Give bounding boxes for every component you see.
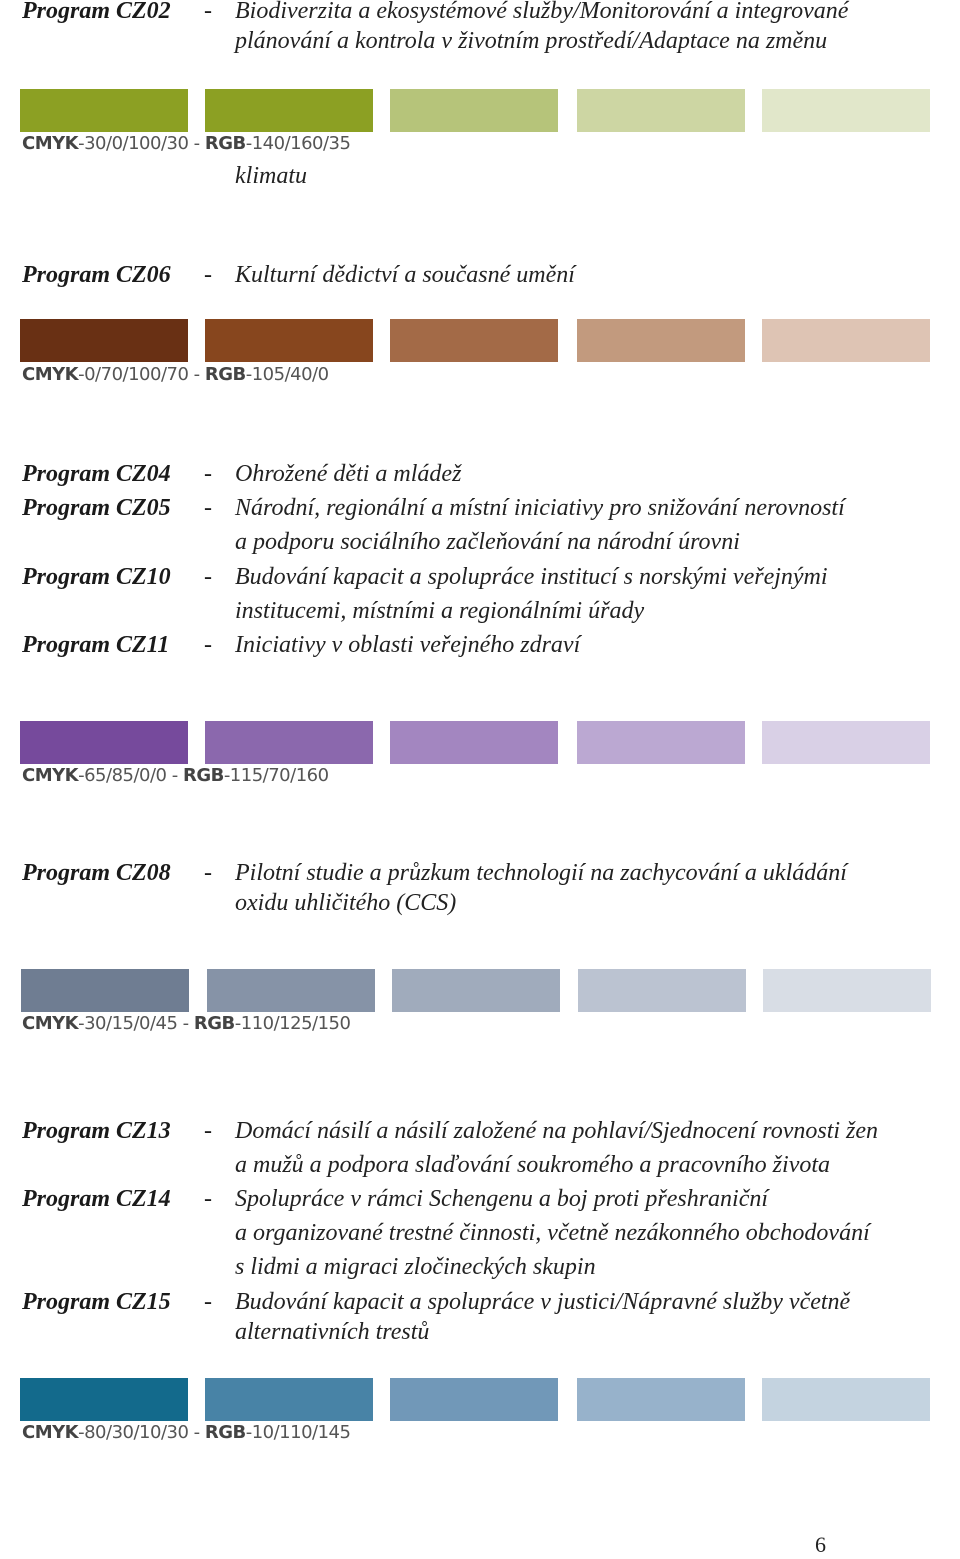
color-code-label: CMYK-30/15/0/45 - RGB-110/125/150 bbox=[22, 1013, 351, 1034]
program-dash: - bbox=[204, 0, 212, 24]
program-name: Program CZ06 bbox=[22, 262, 171, 288]
program-name: Program CZ13 bbox=[22, 1118, 171, 1144]
program-description: Pilotní studie a průzkum technologií na … bbox=[235, 860, 847, 916]
color-code-label: CMYK-80/30/10/30 - RGB-10/110/145 bbox=[22, 1422, 351, 1443]
color-swatch bbox=[390, 721, 558, 764]
color-swatch bbox=[577, 89, 745, 132]
program-name: Program CZ10 bbox=[22, 564, 171, 590]
program-name: Program CZ05 bbox=[22, 495, 171, 521]
color-code-label: CMYK-30/0/100/30 - RGB-140/160/35 bbox=[22, 133, 351, 154]
program-description-continuation: klimatu bbox=[235, 163, 307, 189]
color-swatch bbox=[20, 319, 188, 362]
color-swatch bbox=[762, 89, 930, 132]
color-swatch bbox=[762, 721, 930, 764]
color-swatch bbox=[390, 319, 558, 362]
program-description: Iniciativy v oblasti veřejného zdraví bbox=[235, 632, 581, 658]
program-description: Domácí násilí a násilí založené na pohla… bbox=[235, 1118, 879, 1178]
program-dash: - bbox=[204, 1289, 212, 1315]
program-description: Národní, regionální a místní iniciativy … bbox=[235, 495, 845, 555]
program-name: Program CZ02 bbox=[22, 0, 171, 24]
color-swatch bbox=[762, 1378, 930, 1421]
program-dash: - bbox=[204, 1118, 212, 1144]
color-swatch bbox=[390, 89, 558, 132]
program-description: Spolupráce v rámci Schengenu a boj proti… bbox=[235, 1186, 870, 1280]
program-description: Ohrožené děti a mládež bbox=[235, 461, 462, 487]
color-swatch bbox=[577, 319, 745, 362]
color-swatch bbox=[392, 969, 560, 1012]
color-swatch bbox=[763, 969, 931, 1012]
program-dash: - bbox=[204, 262, 212, 288]
program-name: Program CZ15 bbox=[22, 1289, 171, 1315]
color-code-label: CMYK-0/70/100/70 - RGB-105/40/0 bbox=[22, 364, 329, 385]
color-swatch bbox=[207, 969, 375, 1012]
program-name: Program CZ11 bbox=[22, 632, 170, 658]
program-description: Kulturní dědictví a současné umění bbox=[235, 262, 575, 288]
program-name: Program CZ04 bbox=[22, 461, 171, 487]
color-swatch bbox=[577, 721, 745, 764]
color-swatch bbox=[390, 1378, 558, 1421]
program-description: Budování kapacit a spolupráce v justici/… bbox=[235, 1289, 851, 1345]
color-swatch bbox=[20, 721, 188, 764]
color-swatch bbox=[762, 319, 930, 362]
program-name: Program CZ08 bbox=[22, 860, 171, 886]
color-swatch bbox=[20, 1378, 188, 1421]
color-swatch bbox=[578, 969, 746, 1012]
program-dash: - bbox=[204, 461, 212, 487]
page-number: 6 bbox=[815, 1532, 826, 1557]
color-swatch bbox=[205, 1378, 373, 1421]
color-swatch bbox=[205, 89, 373, 132]
color-swatch bbox=[205, 721, 373, 764]
program-description: Biodiverzita a ekosystémové služby/Monit… bbox=[235, 0, 849, 54]
color-swatch bbox=[21, 969, 189, 1012]
program-name: Program CZ14 bbox=[22, 1186, 171, 1212]
program-dash: - bbox=[204, 860, 212, 886]
color-swatch bbox=[20, 89, 188, 132]
program-dash: - bbox=[204, 632, 212, 658]
color-swatch bbox=[577, 1378, 745, 1421]
program-dash: - bbox=[204, 495, 212, 521]
color-swatch bbox=[205, 319, 373, 362]
color-code-label: CMYK-65/85/0/0 - RGB-115/70/160 bbox=[22, 765, 329, 786]
program-dash: - bbox=[204, 564, 212, 590]
program-description: Budování kapacit a spolupráce institucí … bbox=[235, 564, 828, 624]
program-dash: - bbox=[204, 1186, 212, 1212]
